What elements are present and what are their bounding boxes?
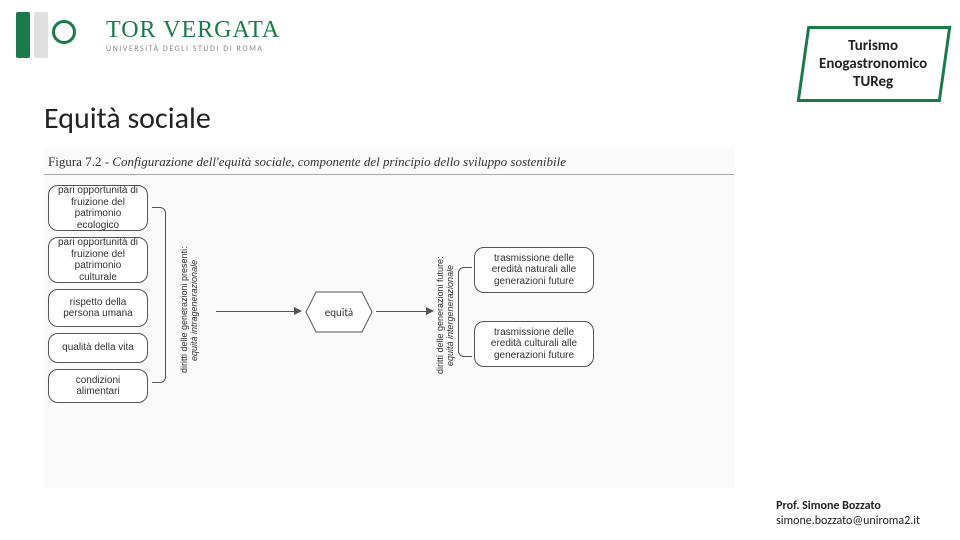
- footer: Prof. Simone Bozzato simone.bozzato@unir…: [776, 499, 920, 530]
- right-bracket: [458, 267, 472, 357]
- logo-bar-green: [16, 12, 30, 58]
- left-node-3: rispetto della persona umana: [48, 289, 148, 327]
- arrow-head-center-to-right: [426, 307, 434, 315]
- course-line2: Enogastronomico: [819, 55, 927, 73]
- right-vlabel-line2: equità intergenerazionale: [445, 264, 455, 365]
- right-node-2: trasmissione delle eredità culturali all…: [474, 321, 594, 367]
- left-node-5: condizioni alimentari: [48, 369, 148, 403]
- figure-container: Figura 7.2 - Configurazione dell'equità …: [44, 148, 734, 488]
- figure-caption-text: Configurazione dell'equità sociale, comp…: [112, 154, 566, 169]
- professor-name: Prof. Simone Bozzato: [776, 499, 920, 515]
- right-vertical-label: diritti delle generazioni future: equità…: [436, 245, 456, 385]
- logo-bar-grey: [34, 12, 48, 58]
- center-node-label: equità: [325, 306, 353, 319]
- figure-number: Figura 7.2: [48, 154, 101, 169]
- university-header: TOR VERGATA UNIVERSITÀ DEGLI STUDI DI RO…: [16, 12, 280, 58]
- university-subtitle: UNIVERSITÀ DEGLI STUDI DI ROMA: [106, 44, 280, 54]
- left-node-2: pari opportunità di fruizione del patrim…: [48, 237, 148, 283]
- left-vertical-label: diritti delle generazioni presenti: equi…: [180, 225, 200, 395]
- course-line3: TUReg: [819, 73, 927, 91]
- professor-email: simone.bozzato@uniroma2.it: [776, 514, 920, 530]
- center-node: equità: [304, 290, 374, 334]
- course-line1: Turismo: [819, 37, 927, 55]
- left-vlabel-line2: equità intragenerazionale: [189, 259, 199, 360]
- left-node-4: qualità della vita: [48, 333, 148, 363]
- course-box: Turismo Enogastronomico TUReg: [796, 26, 951, 102]
- logo-circle-icon: [52, 20, 76, 44]
- right-node-1: trasmissione delle eredità naturali alle…: [474, 247, 594, 293]
- right-vlabel-line1: diritti delle generazioni future:: [435, 256, 445, 374]
- slide-title: Equità sociale: [44, 100, 211, 137]
- university-name: TOR VERGATA: [106, 17, 280, 44]
- figure-divider: [44, 174, 734, 175]
- figure-caption: Figura 7.2 - Configurazione dell'equità …: [48, 154, 734, 170]
- arrow-head-left-to-center: [294, 307, 302, 315]
- left-vlabel-line1: diritti delle generazioni presenti:: [179, 247, 189, 374]
- arrow-left-to-center: [216, 311, 294, 312]
- arrow-center-to-right: [376, 311, 426, 312]
- diagram: pari opportunità di fruizione del patrim…: [44, 185, 734, 465]
- left-node-1: pari opportunità di fruizione del patrim…: [48, 185, 148, 231]
- left-bracket: [152, 207, 166, 383]
